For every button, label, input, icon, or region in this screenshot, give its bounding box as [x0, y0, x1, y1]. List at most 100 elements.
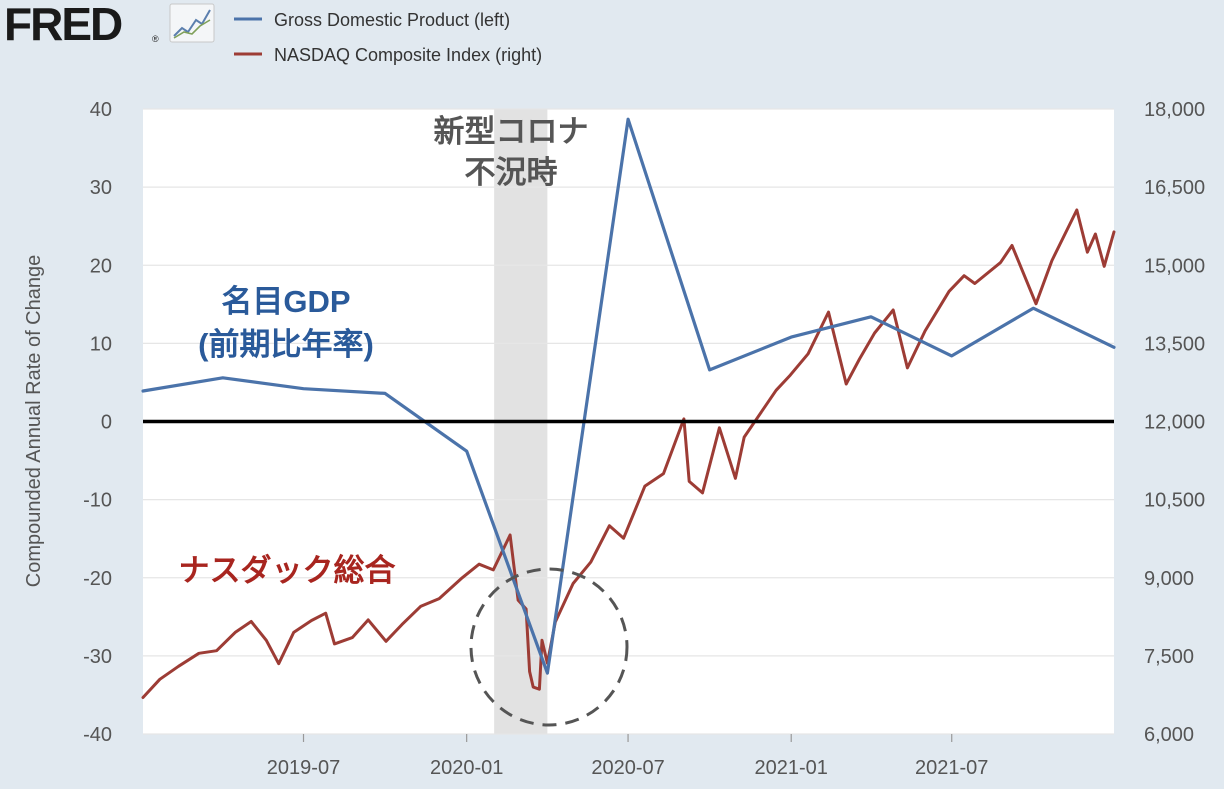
gridlines [143, 108, 1114, 735]
y-tick-right-label: 7,500 [1144, 646, 1194, 668]
fred-logo[interactable]: FRED ® [4, 0, 215, 50]
y-tick-left-label: 10 [90, 333, 112, 355]
y-tick-right-label: 10,500 [1144, 490, 1205, 512]
y-tick-left-label: -30 [83, 646, 112, 668]
nasdaq-data-point [509, 534, 512, 536]
y-tick-right-label: 6,000 [1144, 724, 1194, 746]
axes: 40 30 20 10 0 -10 -20 -30 -40 18,000 16,500 15,000 1… [83, 99, 1205, 779]
nasdaq-data-point [401, 623, 403, 626]
y-tick-right-label: 16,500 [1144, 177, 1205, 199]
nasdaq-data-point [1094, 233, 1097, 235]
nasdaq-data-point [683, 417, 685, 420]
nasdaq-data-point [478, 563, 480, 566]
nasdaq-data-point [963, 274, 966, 277]
fred-logo-text: FRED [4, 0, 122, 50]
nasdaq-data-point [367, 619, 370, 621]
y-tick-left-label: -10 [83, 490, 112, 512]
gdp-data-point [708, 369, 711, 371]
nasdaq-data-point [1075, 209, 1078, 211]
nasdaq-data-point [197, 652, 200, 655]
nasdaq-data-point [718, 426, 721, 429]
nasdaq-data-point [333, 642, 336, 645]
gdp-data-point [546, 672, 549, 674]
nasdaq-data-point [858, 358, 861, 360]
y-tick-right-label: 9,000 [1144, 568, 1194, 590]
nasdaq-data-point [158, 678, 161, 681]
y-tick-left-label: 0 [101, 412, 112, 434]
y-tick-right-label: 12,000 [1144, 412, 1205, 434]
nasdaq-data-point [589, 561, 592, 564]
gdp-annotation-line2: (前期比年率) [198, 327, 374, 362]
nasdaq-data-point [1086, 251, 1089, 254]
trademark-mark: ® [152, 34, 159, 44]
nasdaq-annotation: ナスダック総合 [179, 553, 396, 588]
gdp-data-point [950, 354, 953, 357]
nasdaq-data-point [324, 612, 327, 615]
nasdaq-data-point [572, 582, 574, 585]
legend-gdp-label: Gross Domestic Product (left) [274, 10, 510, 30]
y-tick-left-label: 40 [90, 99, 112, 121]
y-tick-right-label: 13,500 [1144, 333, 1205, 355]
nasdaq-data-point [873, 332, 876, 334]
x-tick-label: 2019-07 [267, 757, 340, 779]
nasdaq-data-point [541, 639, 543, 642]
gdp-data-point [302, 387, 305, 390]
nasdaq-data-point [385, 640, 387, 643]
nasdaq-data-point [789, 374, 792, 377]
gdp-data-point [465, 450, 468, 453]
y-tick-left-label: 30 [90, 177, 112, 199]
gdp-data-point [221, 376, 224, 379]
y-tick-right-label: 15,000 [1144, 255, 1205, 277]
nasdaq-data-point [277, 662, 280, 665]
y-tick-left-label: -20 [83, 568, 112, 590]
nasdaq-data-point [701, 491, 704, 494]
nasdaq-data-point [807, 352, 809, 355]
nasdaq-data-point [924, 329, 927, 332]
nasdaq-data-point [845, 383, 848, 385]
recession-annotation-line2: 不況時 [465, 155, 558, 190]
nasdaq-data-point [1113, 231, 1115, 233]
y-tick-left-label: -40 [83, 724, 112, 746]
gdp-annotation-line1: 名目GDP [221, 284, 350, 319]
y-axis-left-title: Compounded Annual Rate of Change [23, 255, 45, 587]
nasdaq-data-point [1051, 259, 1053, 262]
nasdaq-data-point [538, 688, 541, 691]
nasdaq-data-point [1011, 244, 1013, 247]
nasdaq-data-point [438, 597, 441, 600]
nasdaq-data-point [688, 480, 691, 483]
gdp-data-point [1113, 346, 1115, 349]
nasdaq-data-point [734, 477, 737, 480]
nasdaq-data-point [265, 639, 268, 642]
gdp-data-point [1032, 307, 1035, 310]
y-tick-left-label: 20 [90, 255, 112, 277]
nasdaq-data-point [999, 261, 1002, 264]
gdp-data-point [870, 315, 872, 318]
x-tick-label: 2020-07 [591, 757, 664, 779]
nasdaq-data-point [234, 631, 237, 634]
gdp-data-point [384, 392, 386, 395]
nasdaq-data-point [892, 309, 895, 311]
nasdaq-data-point [1035, 302, 1037, 305]
nasdaq-data-point [775, 389, 778, 392]
nasdaq-data-point [351, 636, 354, 639]
x-tick-label: 2021-07 [915, 757, 988, 779]
legend-nasdaq-label: NASDAQ Composite Index (right) [274, 45, 542, 65]
nasdaq-data-point [528, 670, 531, 673]
nasdaq-data-point [215, 649, 218, 652]
nasdaq-data-point [310, 619, 313, 622]
legend: Gross Domestic Product (left) NASDAQ Com… [234, 10, 542, 65]
nasdaq-data-point [461, 576, 464, 579]
nasdaq-data-point [622, 537, 625, 540]
nasdaq-data-point [250, 620, 253, 623]
nasdaq-data-point [827, 311, 830, 314]
y-tick-right-label: 18,000 [1144, 99, 1205, 121]
highlight-circle [469, 567, 629, 727]
series-layer [141, 117, 1116, 699]
x-tick-label: 2020-01 [430, 757, 503, 779]
nasdaq-data-point [492, 569, 495, 571]
gdp-data-point [627, 118, 629, 121]
nasdaq-data-point [973, 282, 976, 285]
gdp-data-point [142, 390, 144, 392]
